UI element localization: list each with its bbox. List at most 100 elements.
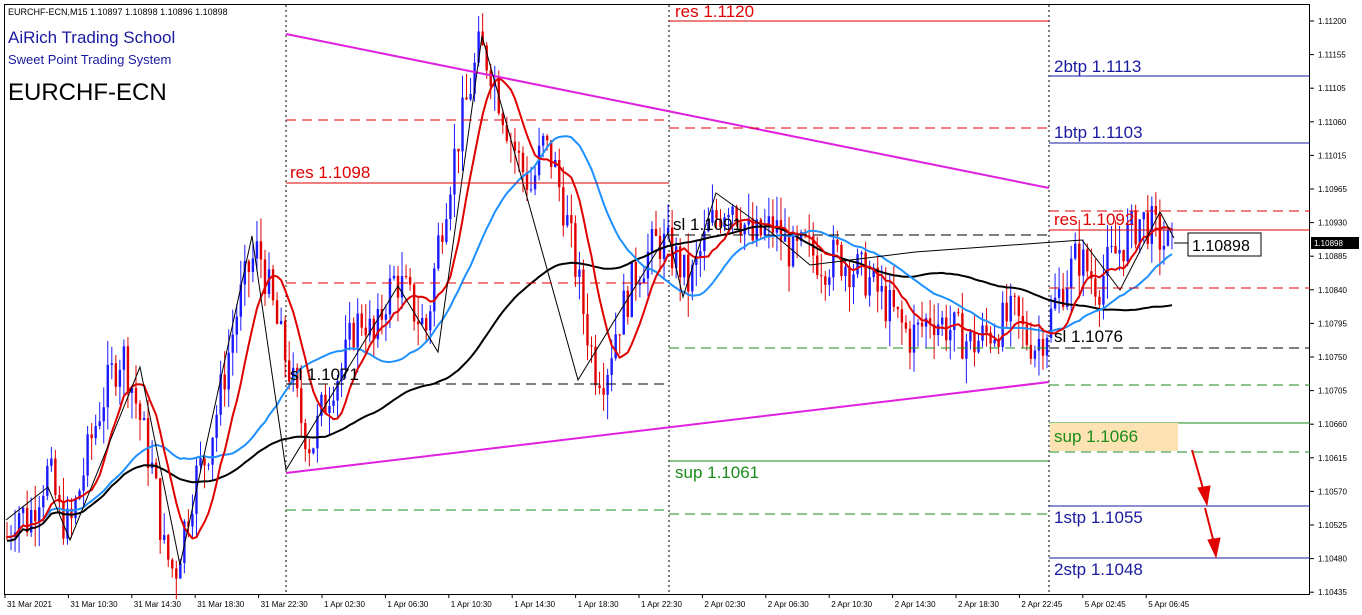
candle-body bbox=[142, 418, 146, 421]
price-box: 1.10898 bbox=[1174, 232, 1262, 257]
candle-body bbox=[941, 317, 944, 325]
price-tick-label: 1.10750 bbox=[1318, 353, 1347, 362]
candle-body bbox=[505, 125, 509, 141]
ma-fast-line bbox=[6, 76, 1173, 540]
candle-body bbox=[969, 331, 972, 342]
candle-body bbox=[558, 160, 561, 188]
system-name: Sweet Point Trading System bbox=[8, 52, 171, 67]
label-1btp: 1btp 1.1103 bbox=[1054, 123, 1143, 142]
label-2stp: 2stp 1.1048 bbox=[1054, 560, 1143, 579]
candle-body bbox=[586, 314, 589, 346]
candle-body bbox=[227, 352, 230, 390]
candle-body bbox=[630, 262, 634, 317]
candle-body bbox=[574, 223, 577, 277]
label-res-1120: res 1.1120 bbox=[675, 2, 754, 21]
candle-body bbox=[251, 258, 255, 273]
candle-body bbox=[1017, 296, 1020, 317]
symbol-line: EURCHF-ECN,M15 1.10897 1.10898 1.10896 1… bbox=[8, 7, 228, 17]
candle-body bbox=[791, 232, 795, 267]
candle-body bbox=[832, 239, 835, 278]
candle-body bbox=[739, 222, 742, 235]
candle-body bbox=[215, 414, 218, 438]
time-tick-label: 2 Apr 14:30 bbox=[895, 600, 936, 609]
label-sl-1076: sl 1.1076 bbox=[1054, 327, 1123, 346]
arrow-2-shaft bbox=[1204, 507, 1215, 544]
candle-body bbox=[239, 284, 242, 317]
price-tick-label: 1.10525 bbox=[1318, 521, 1347, 530]
candle-body bbox=[54, 458, 57, 495]
candle-body bbox=[50, 458, 53, 466]
candle-body bbox=[1013, 295, 1016, 297]
candle-body bbox=[1102, 275, 1105, 305]
candle-body bbox=[171, 559, 174, 569]
candle-body bbox=[767, 216, 771, 226]
candle-body bbox=[267, 269, 271, 294]
candle-body bbox=[21, 507, 25, 514]
time-tick-label: 31 Mar 14:30 bbox=[134, 600, 182, 609]
candle-body bbox=[255, 241, 259, 259]
price-tick-label: 1.11200 bbox=[1318, 17, 1347, 26]
time-tick-label: 31 Mar 18:30 bbox=[197, 600, 245, 609]
candle-body bbox=[86, 434, 89, 476]
candle-body bbox=[545, 135, 549, 141]
candle-body bbox=[1065, 288, 1069, 307]
candle-body bbox=[412, 284, 416, 322]
candle-body bbox=[275, 300, 279, 324]
candle-body bbox=[1090, 271, 1093, 279]
candle-body bbox=[703, 231, 706, 252]
candle-body bbox=[324, 394, 327, 414]
price-tick-label: 1.11105 bbox=[1318, 84, 1346, 93]
candle-body bbox=[598, 385, 601, 389]
candle-body bbox=[167, 535, 170, 560]
sup-1066-highlight bbox=[1050, 423, 1178, 451]
plot-area bbox=[4, 4, 1310, 595]
candle-body bbox=[211, 437, 214, 465]
candle-body bbox=[872, 267, 875, 278]
candle-body bbox=[993, 339, 996, 344]
candle-body bbox=[521, 152, 525, 173]
candle-body bbox=[404, 276, 408, 278]
price-tick-label: 1.11060 bbox=[1318, 118, 1347, 127]
candle-body bbox=[965, 341, 968, 359]
candle-body bbox=[332, 400, 335, 406]
candle-body bbox=[1074, 243, 1077, 259]
candle-body bbox=[920, 322, 924, 327]
price-tick-label: 1.10885 bbox=[1318, 252, 1347, 261]
candle-body bbox=[900, 309, 904, 323]
time-tick-label: 2 Apr 18:30 bbox=[958, 600, 999, 609]
candle-body bbox=[570, 215, 573, 224]
candle-body bbox=[1150, 206, 1154, 244]
candle-body bbox=[622, 290, 625, 335]
candle-body bbox=[799, 232, 803, 241]
candle-body bbox=[824, 276, 827, 285]
downward-arrows bbox=[1191, 449, 1221, 559]
horizontal-levels bbox=[286, 20, 1310, 559]
lower-trendline bbox=[285, 381, 1050, 474]
candle-body bbox=[437, 235, 440, 269]
arrow-1-head bbox=[1197, 485, 1211, 507]
candle-body bbox=[783, 233, 787, 242]
candle-body bbox=[908, 328, 912, 353]
candle-body bbox=[29, 510, 33, 533]
candle-body bbox=[287, 360, 291, 382]
candle-body bbox=[457, 148, 460, 152]
candle-body bbox=[158, 478, 162, 540]
candle-body bbox=[58, 494, 61, 502]
candle-body bbox=[1078, 243, 1081, 276]
candle-body bbox=[1122, 249, 1125, 262]
candle-body bbox=[670, 227, 674, 269]
candle-body bbox=[1033, 350, 1037, 359]
candle-body bbox=[614, 334, 617, 359]
candle-body bbox=[711, 210, 714, 223]
candle-body bbox=[42, 495, 45, 508]
candle-body bbox=[953, 312, 956, 330]
candle-body bbox=[441, 235, 444, 242]
candle-body bbox=[1049, 308, 1053, 338]
candle-body bbox=[501, 113, 505, 126]
candle-body bbox=[477, 31, 480, 63]
candle-body bbox=[380, 308, 384, 320]
candle-body bbox=[779, 220, 783, 242]
candle-body bbox=[356, 313, 359, 348]
candle-body bbox=[130, 387, 134, 393]
